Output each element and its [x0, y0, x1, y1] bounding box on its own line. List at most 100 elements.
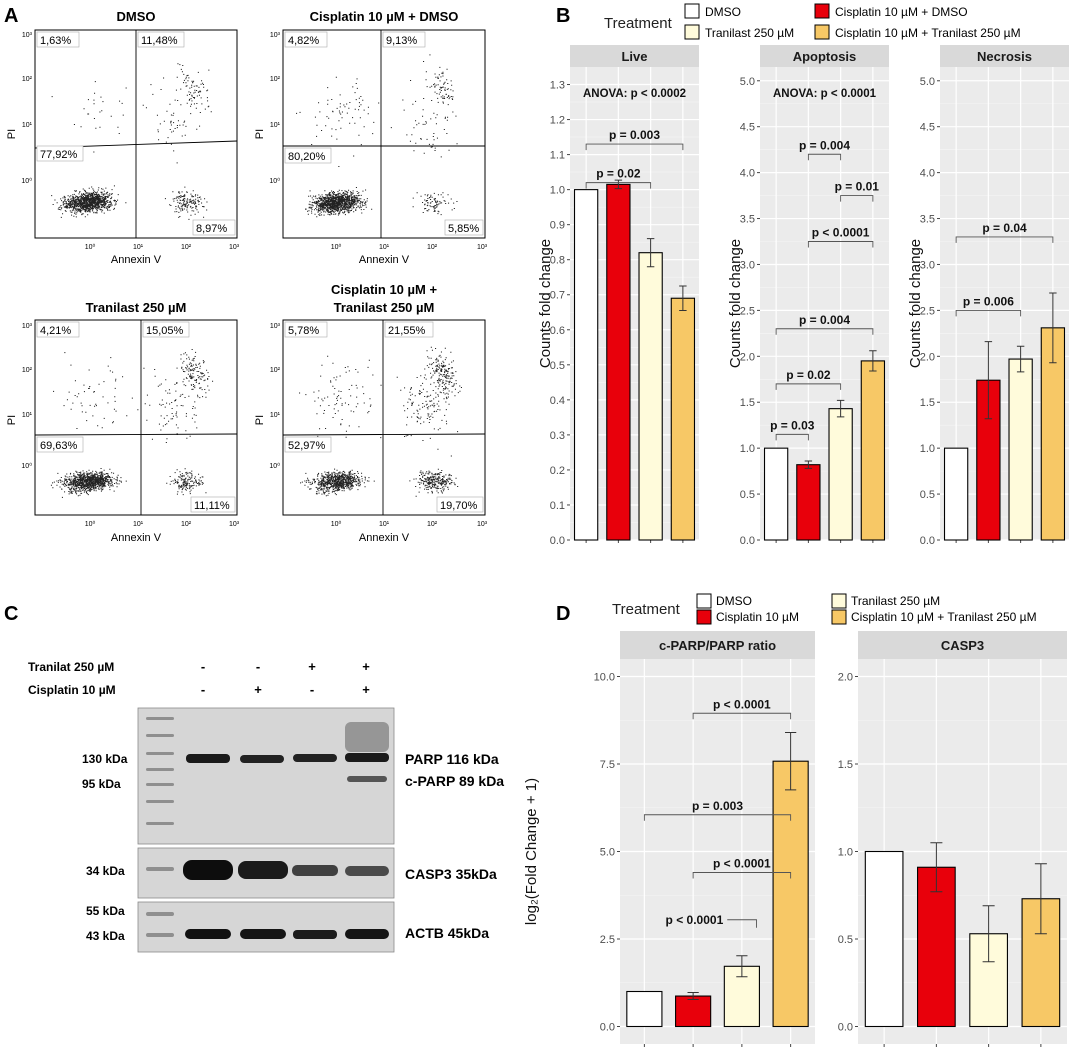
error-bar — [1016, 345, 1025, 373]
legend-label-dmso: DMSO — [705, 5, 741, 19]
error-bar — [646, 238, 655, 268]
quad-box — [444, 219, 484, 236]
bar-chart-apoptosis: Apoptosis 0.0 0.5 1.0 1.5 2.0 2.5 3.0 3.5 4.0 4.5 5… — [727, 45, 889, 547]
y-tick-label: 5.0 — [740, 76, 755, 88]
flow-plot-cisplatin-tranilast: Cisplatin 10 µM + Tranilast 250 µM 5,78%… — [254, 282, 488, 544]
mw-marker: 43 kDa — [86, 929, 125, 943]
quad-upper-right: 15,05% — [146, 325, 184, 337]
bar-charts: Live 0.0 0.1 0.2 0.3 0.4 0.5 0.6 0.7 0.8 0.9 1.0 1.1… — [523, 45, 1069, 1047]
axis-y-label: PI — [254, 415, 266, 425]
p-value-label: p < 0.0001 — [713, 697, 771, 711]
legend-label-cisplatin: Cisplatin 10 µM + DMSO — [835, 5, 968, 19]
y-tick-label: 0.6 — [550, 325, 565, 337]
y-tick: 10⁰ — [21, 462, 32, 470]
panel-c-western-blot: Tranilat 250 µM Cisplatin 10 µM - - + + … — [28, 659, 504, 953]
y-tick-label: 2.5 — [920, 305, 935, 317]
bar-chart-casp3: CASP3 0.0 0.5 1.0 1.5 2.0 — [838, 631, 1067, 1047]
quad-upper-right: 9,13% — [386, 35, 417, 47]
significance-bracket — [643, 814, 792, 821]
sign: + — [254, 682, 262, 697]
bar-chart-c-parp-parp-ratio: c-PARP/PARP ratio 0.0 2.5 5.0 7.5 10.0 p < 0.0… — [523, 631, 815, 1047]
bar-4 — [860, 360, 886, 541]
significance-bracket — [955, 236, 1054, 243]
y-tick-label: 0.5 — [838, 934, 853, 946]
y-tick-label: 1.2 — [550, 115, 565, 127]
sign: + — [362, 682, 370, 697]
p-value-label: p = 0.006 — [963, 294, 1014, 308]
quad-lower-left: 80,20% — [288, 151, 326, 163]
bar-3 — [828, 408, 853, 541]
axis-x-label: Annexin V — [111, 532, 162, 544]
anova-annotation: ANOVA: p < 0.0001 — [773, 88, 877, 100]
y-tick-label: 3.0 — [740, 259, 755, 271]
bar-chart-live: Live 0.0 0.1 0.2 0.3 0.4 0.5 0.6 0.7 0.8 0.9 1.0 1.1… — [537, 45, 699, 547]
quad-lower-right: 11,11% — [194, 500, 230, 512]
quad-box — [36, 31, 80, 48]
p-value-label: p < 0.0001 — [666, 913, 724, 927]
y-tick-label: 0.2 — [550, 465, 565, 477]
quad-box — [142, 321, 190, 338]
flow-dot-cloud — [296, 54, 458, 218]
bar-1 — [763, 447, 789, 541]
y-tick-label: 0.0 — [550, 535, 565, 547]
error-bar — [836, 399, 845, 418]
quad-lower-right: 5,85% — [448, 223, 479, 235]
sign: + — [362, 659, 370, 674]
axis-y-label: PI — [254, 129, 266, 139]
band-label-parp: PARP 116 kDa — [405, 751, 499, 767]
y-tick: 10⁰ — [269, 462, 280, 470]
y-tick: 10² — [22, 367, 33, 374]
band — [238, 861, 288, 879]
ladder-lane — [146, 717, 174, 825]
sign: + — [308, 659, 316, 674]
band-label-casp3: CASP3 35kDa — [405, 866, 497, 882]
blot-actb-membrane — [137, 901, 395, 953]
band-label-actb: ACTB 45kDa — [405, 925, 489, 941]
y-tick-label: 0.0 — [838, 1022, 853, 1034]
band — [293, 930, 337, 939]
significance-bracket — [775, 383, 842, 390]
y-tick-label: 0.9 — [550, 220, 565, 232]
band — [345, 866, 389, 876]
significance-bracket — [807, 153, 842, 161]
significance-bracket — [955, 309, 1022, 317]
flow-plot-title: DMSO — [117, 9, 156, 24]
panel-label-b: B — [556, 5, 570, 27]
error-bar — [1034, 863, 1047, 935]
legend-swatch-dmso — [696, 593, 712, 609]
condition-row-tranilast: Tranilat 250 µM — [28, 660, 114, 674]
y-tick: 10¹ — [270, 412, 281, 419]
y-tick-label: 0.0 — [920, 535, 935, 547]
flow-plot-cisplatin-dmso: Cisplatin 10 µM + DMSO 4,82% 9,13% 80,20… — [254, 9, 488, 266]
quad-upper-left: 1,63% — [40, 35, 71, 47]
sign: - — [201, 682, 205, 697]
p-value-label: p < 0.0001 — [812, 226, 870, 240]
y-tick-label: 1.5 — [740, 397, 755, 409]
x-tick: 10³ — [477, 521, 488, 528]
p-value-label: p = 0.004 — [799, 313, 850, 327]
bar-1 — [626, 990, 663, 1028]
x-tick: 10⁰ — [331, 520, 342, 528]
bar-2 — [796, 464, 821, 541]
quad-box — [436, 496, 484, 513]
y-tick: 10³ — [270, 32, 281, 39]
band — [293, 754, 337, 762]
band — [240, 755, 284, 763]
significance-bracket — [692, 872, 792, 879]
y-tick-label: 1.0 — [740, 443, 755, 455]
p-value-label: p = 0.01 — [835, 180, 880, 194]
facet-title: c-PARP/PARP ratio — [659, 638, 776, 653]
bar-4 — [670, 297, 696, 541]
quad-box — [382, 31, 426, 48]
error-bar — [1049, 292, 1057, 364]
bar-1 — [864, 850, 904, 1028]
x-tick: 10² — [181, 244, 192, 251]
axis-y-label: PI — [6, 415, 18, 425]
x-tick: 10² — [427, 521, 438, 528]
y-tick-label: 1.5 — [920, 397, 935, 409]
parp-bands — [186, 722, 389, 782]
y-axis-label: Counts fold change — [907, 239, 924, 368]
y-tick-label: 1.0 — [838, 847, 853, 859]
quad-box — [36, 321, 80, 338]
quad-box — [384, 321, 434, 338]
